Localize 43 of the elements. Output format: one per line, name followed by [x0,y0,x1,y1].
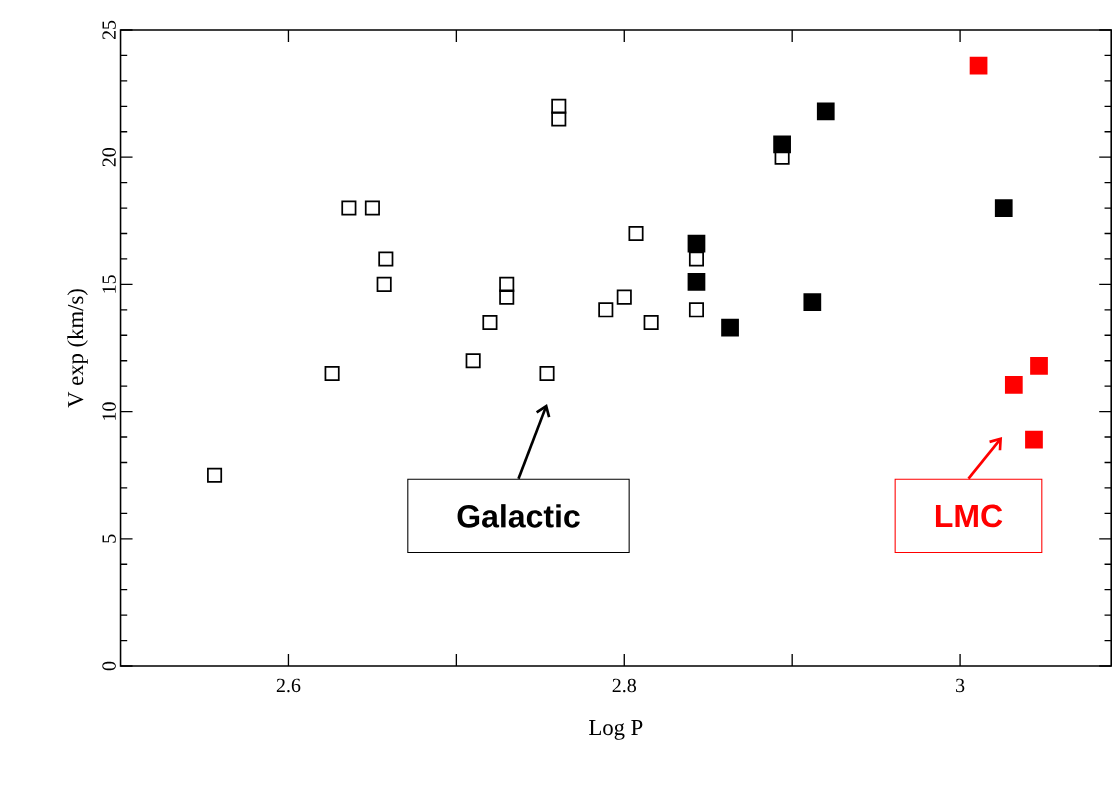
point [465,353,481,369]
point [969,56,988,75]
point [499,289,515,305]
point [551,98,567,114]
point [687,272,706,291]
y-tick-label: 0 [102,661,116,671]
x-tick-label: 2.6 [276,678,301,693]
point [688,302,705,318]
x-tick-label: 2.8 [612,678,637,693]
point [643,315,659,331]
point [341,200,357,216]
y-axis-title: V exp (km/s) [67,289,88,408]
point [376,276,392,292]
point [324,365,340,381]
point [482,315,498,331]
point [499,276,515,292]
y-tick-label: 10 [102,402,116,420]
x-axis-title: Log P [589,720,643,740]
point [688,251,705,267]
y-tick-label: 20 [102,147,116,167]
point [364,200,380,216]
point [616,289,632,305]
point [628,225,644,242]
point [994,199,1013,217]
point [803,293,822,312]
y-tick-label: 5 [102,534,116,543]
point [1025,430,1043,449]
point [539,365,555,381]
point [721,318,739,337]
point [378,251,394,267]
annotation: Galactic [457,504,580,528]
point [207,467,223,483]
y-tick-label: 15 [102,275,116,293]
point [1030,356,1048,375]
x-tick-label: 3 [956,678,965,693]
annotation: LMC [935,504,1003,528]
point [816,102,835,121]
point [551,111,567,127]
point [687,234,706,253]
point [773,135,791,154]
y-tick-label: 25 [102,20,116,40]
point [598,302,614,318]
point [1004,376,1023,394]
